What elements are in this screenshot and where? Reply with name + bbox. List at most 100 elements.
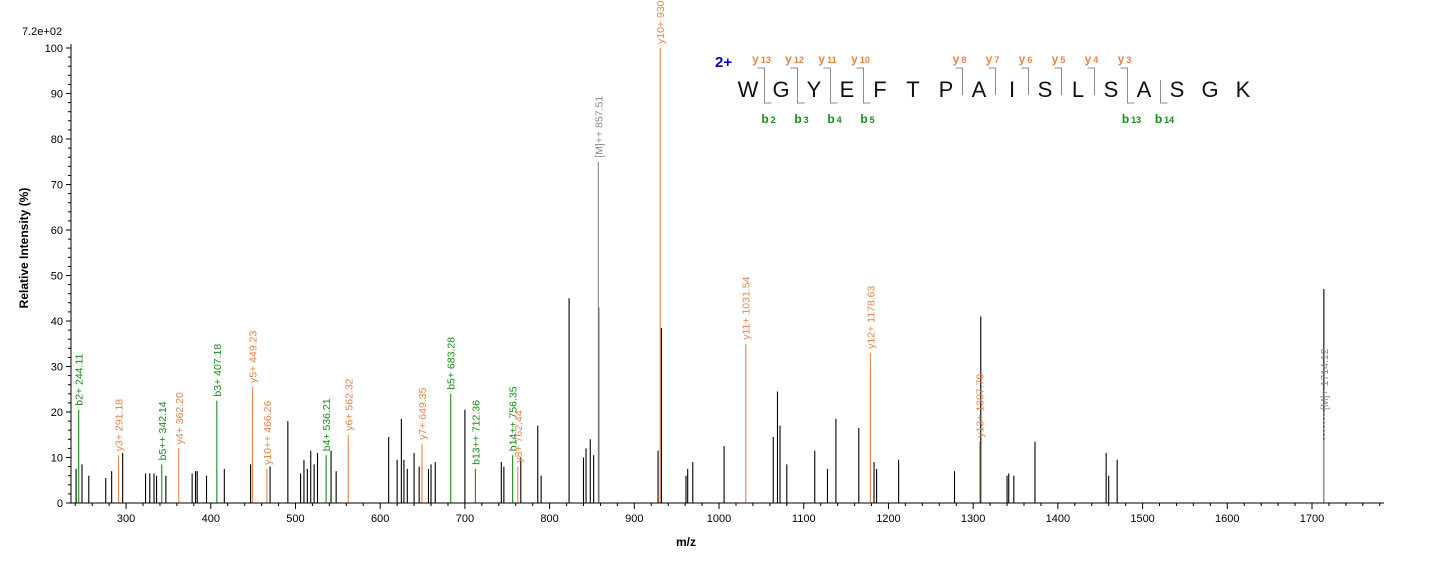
x-tick-label: 400 [202, 513, 220, 525]
y-tick-label: 90 [51, 89, 63, 101]
y-tick-label: 30 [51, 362, 63, 374]
y-tick-label: 70 [51, 180, 63, 192]
x-tick-label: 800 [540, 513, 558, 525]
intensity-scale-label: 7.2e+02 [22, 26, 62, 38]
y-tick-label: 80 [51, 134, 63, 146]
y-ion-type: y [851, 52, 858, 66]
y-ion-number: 3 [1126, 55, 1131, 65]
peak-label: y7+ 649.35 [417, 387, 429, 439]
y-ion-bracket [988, 67, 996, 95]
y-tick-label: 50 [51, 271, 63, 283]
sequence-residue: I [1009, 77, 1015, 102]
peak-label: y3+ 291.18 [114, 399, 126, 451]
x-axis: 300 400 500 600 700 800 900 1000 1100 1200 1300 140… [71, 502, 1384, 525]
b-ion-number: 3 [804, 115, 809, 125]
x-tick-label: 1000 [707, 513, 731, 525]
peak-label: y13+ 1307.70 [975, 373, 987, 437]
peak-label: b14++ 756.35 [508, 386, 520, 451]
x-tick-label: 600 [371, 513, 389, 525]
peak-label: b13++ 712.36 [470, 400, 482, 465]
y-ion-number: 10 [860, 55, 870, 65]
y-tick-label: 60 [51, 225, 63, 237]
y-ion-number: 11 [827, 55, 837, 65]
peak-label: [M]++ 857.51 [593, 96, 605, 158]
peak-label: y10++ 466.26 [262, 400, 274, 464]
b-ion-bracket [1127, 80, 1135, 104]
sequence-residue: F [873, 77, 886, 102]
y-ion-bracket [955, 67, 963, 95]
peak-label: y5+ 449.23 [247, 331, 259, 383]
y-ion-number: 7 [994, 55, 999, 65]
x-tick-label: 700 [456, 513, 474, 525]
b-ion-bracket [797, 80, 805, 104]
y-ion-label: y 12 [785, 52, 804, 66]
peak-label: y10+ 930.54 [655, 0, 667, 44]
x-tick-label: 300 [117, 513, 135, 525]
peak-label: b3+ 407.18 [212, 344, 224, 397]
sequence-residue: S [1038, 77, 1053, 102]
b-ion-number: 13 [1131, 115, 1141, 125]
b-ion-type: b [794, 112, 801, 126]
y-ion-bracket [1120, 67, 1128, 95]
b-ion-type: b [761, 112, 768, 126]
y-tick-label: 40 [51, 316, 63, 328]
y-ion-label: y 13 [752, 52, 771, 66]
b-ion-bracket [863, 80, 871, 104]
peak-label: y6+ 562.32 [343, 378, 355, 430]
y-tick-label: 10 [51, 453, 63, 465]
y-ion-label: y 11 [818, 52, 836, 66]
y-ion-number: 8 [961, 55, 966, 65]
sequence-residue: Y [807, 77, 822, 102]
sequence-residue: L [1072, 77, 1084, 102]
x-tick-label: 1200 [876, 513, 900, 525]
sequence-residue: P [939, 77, 954, 102]
b-ion-number: 5 [870, 115, 875, 125]
y-ion-type: y [986, 52, 993, 66]
b-ion-type: b [1155, 112, 1162, 126]
x-tick-label: 900 [625, 513, 643, 525]
precursor-charge: 2+ [715, 54, 732, 71]
peak-label: b4+ 536.21 [321, 398, 333, 451]
sequence-residue: K [1236, 77, 1251, 102]
plot-area: b2+ 244.11 y3+ 291.18 b5++ 342.14 y4+ 362.2… [74, 0, 1331, 503]
y-ion-number: 5 [1060, 55, 1065, 65]
x-tick-label: 1300 [961, 513, 985, 525]
b-ion-bracket [764, 80, 772, 104]
peak-label: [M]+ 1714.12 [1319, 348, 1331, 410]
sequence-residue: S [1170, 77, 1185, 102]
sequence-residue: G [772, 77, 789, 102]
sequence-residue: W [738, 77, 759, 102]
y-ion-bracket [1054, 67, 1062, 95]
peak-label: y4+ 362.20 [174, 392, 186, 444]
y-ion-type: y [785, 52, 792, 66]
y-ion-bracket [1087, 67, 1095, 95]
b-ion-bracket [1160, 80, 1168, 104]
x-tick-label: 1500 [1130, 513, 1154, 525]
b-ion-number: 14 [1164, 115, 1174, 125]
y-ion-type: y [752, 52, 759, 66]
y-ion-number: 4 [1093, 55, 1098, 65]
y-ion-type: y [953, 52, 960, 66]
y-tick-label: 20 [51, 407, 63, 419]
y-axis: 0 10 20 30 40 50 60 70 80 90 100 [45, 43, 72, 510]
y-ion-number: 13 [761, 55, 771, 65]
y-tick-label: 100 [45, 43, 63, 55]
peak-label: y12+ 1178.63 [865, 286, 877, 349]
sequence-residue: E [840, 77, 855, 102]
b-ion-type: b [1122, 112, 1129, 126]
y-ion-type: y [1019, 52, 1026, 66]
peak-label: y11+ 1031.54 [741, 276, 753, 339]
x-tick-label: 1600 [1215, 513, 1239, 525]
x-axis-title: m/z [676, 535, 696, 549]
b-ion-number: 4 [837, 115, 842, 125]
x-tick-label: 1400 [1046, 513, 1070, 525]
sequence-residue: A [972, 77, 987, 102]
sequence-residue: T [906, 77, 919, 102]
b-ion-type: b [827, 112, 834, 126]
